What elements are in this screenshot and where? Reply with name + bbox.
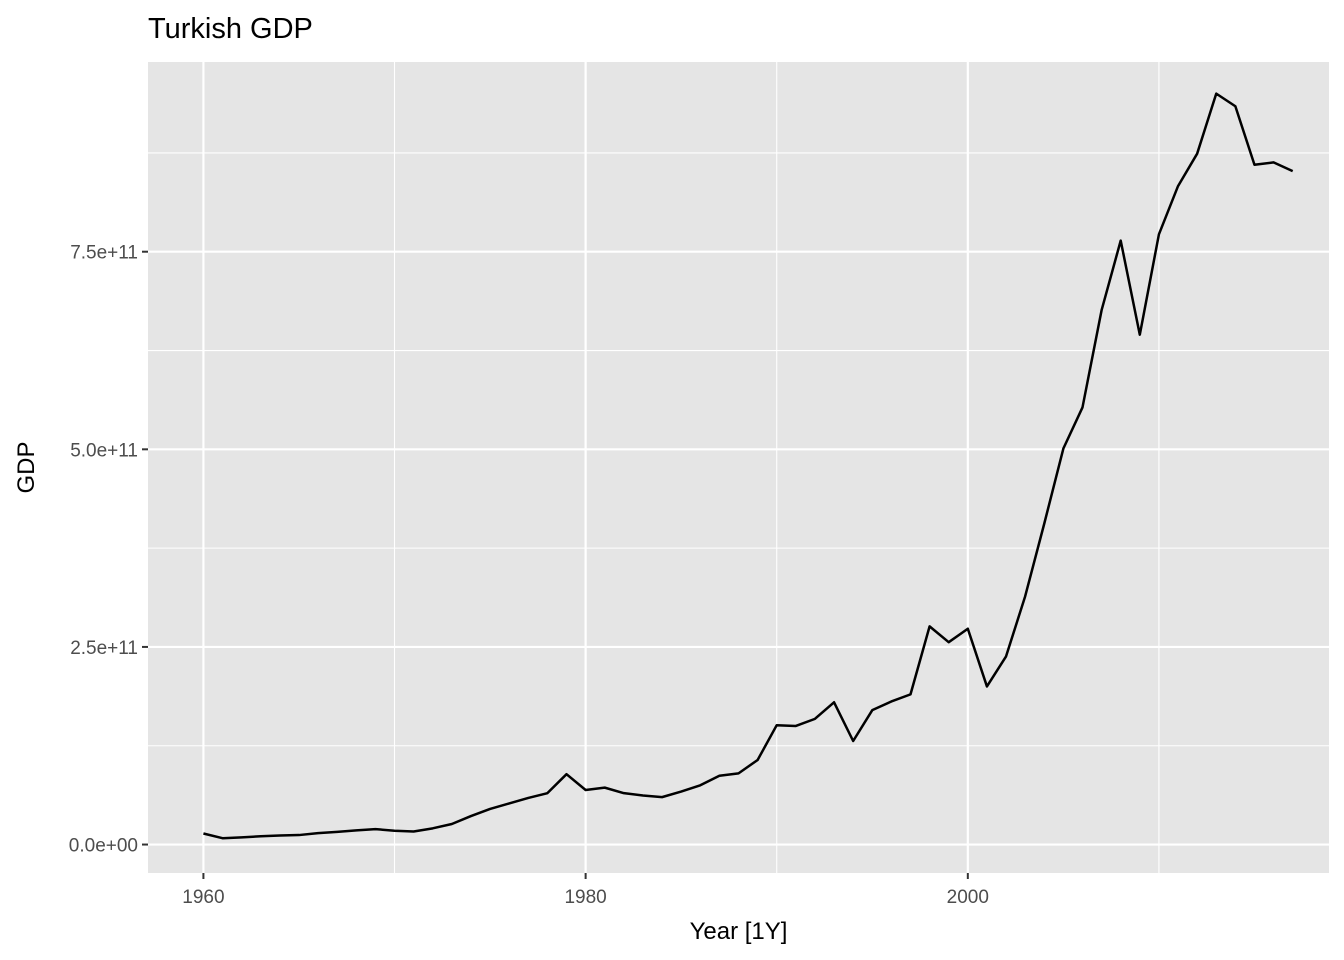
y-tick-label-3: 7.5e+11 [70,243,138,264]
axes: 0.0e+00 2.5e+11 5.0e+11 7.5e+11 1960 1980 2000 [69,243,989,908]
x-axis-title: Year [1Y] [690,918,788,945]
y-tick-label-2: 5.0e+11 [70,440,138,461]
x-tick-label-0: 1960 [182,887,224,908]
plot-panel [148,62,1329,873]
y-tick-label-0: 0.0e+00 [69,836,138,857]
y-tick-label-1: 2.5e+11 [70,638,138,659]
chart-title: Turkish GDP [148,13,313,45]
gdp-series-line [203,92,1294,840]
x-tick-label-1: 1980 [564,887,606,908]
x-tick-label-2: 2000 [947,887,989,908]
grid-lines [148,62,1329,873]
y-axis-title: GDP [13,441,40,493]
